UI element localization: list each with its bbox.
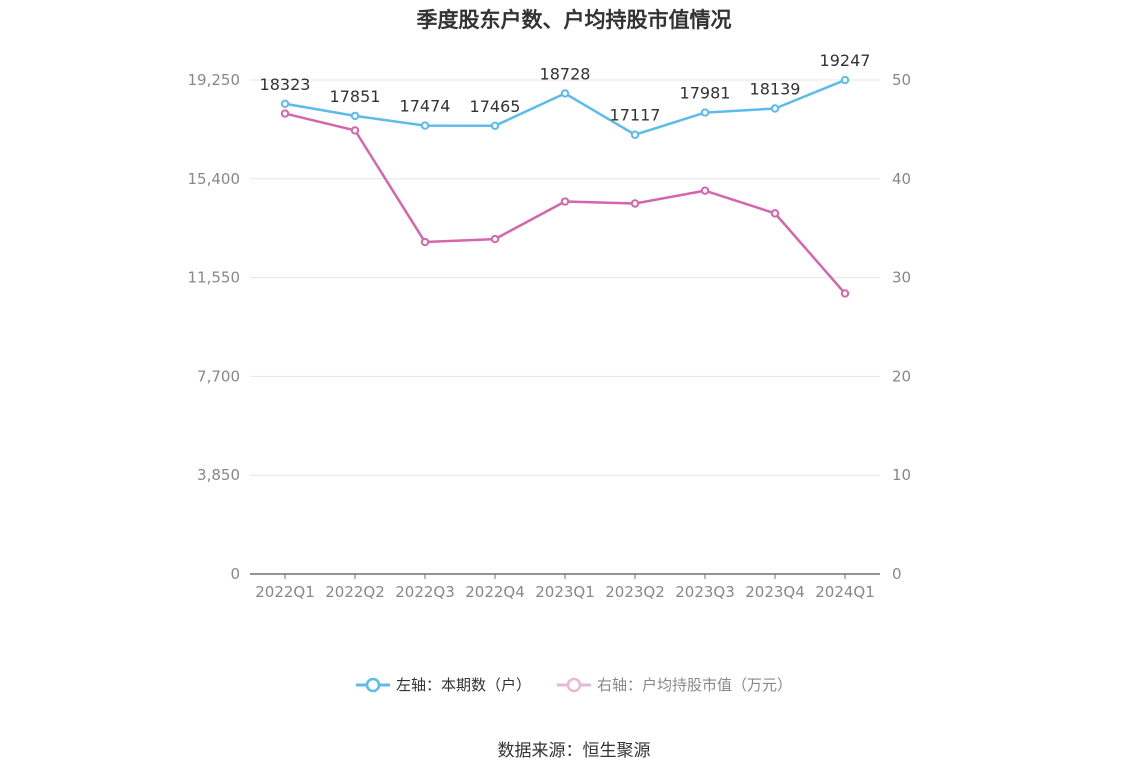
- data-point-0: [630, 130, 640, 139]
- legend-label-avg-value: 右轴：户均持股市值（万元）: [597, 676, 793, 694]
- data-point-0: [770, 104, 780, 113]
- x-axis-tick-label: 2023Q2: [605, 583, 665, 601]
- data-point-1: [420, 237, 430, 247]
- right-axis-tick-label: 40: [892, 170, 911, 188]
- data-label: 17851: [330, 87, 381, 106]
- data-label: 18323: [260, 75, 311, 94]
- left-axis-tick-label: 19,250: [188, 71, 241, 89]
- data-point-1: [350, 126, 360, 135]
- legend: 左轴：本期数（户） 右轴：户均持股市值（万元）: [0, 674, 1148, 695]
- data-label: 18139: [750, 80, 801, 99]
- data-source: 数据来源：恒生聚源: [497, 741, 651, 761]
- left-axis-tick-label: 7,700: [197, 367, 240, 385]
- right-axis-tick-label: 10: [892, 466, 911, 484]
- legend-label-households: 左轴：本期数（户）: [395, 676, 531, 694]
- data-point-0: [350, 111, 360, 121]
- left-axis-tick-label: 0: [230, 565, 240, 583]
- data-point-1: [840, 289, 850, 298]
- x-axis-tick-label: 2022Q3: [395, 583, 455, 601]
- data-point-1: [560, 197, 570, 206]
- data-point-1: [770, 209, 780, 218]
- data-label: 17117: [610, 106, 661, 125]
- chart-title: 季度股东户数、户均持股市值情况: [416, 8, 732, 32]
- data-label: 17981: [680, 84, 731, 103]
- data-label: 19247: [820, 51, 871, 70]
- data-point-0: [490, 121, 500, 131]
- data-label: 17474: [400, 97, 451, 116]
- data-point-0: [560, 89, 570, 98]
- legend-line-icon-blue: [355, 677, 390, 692]
- x-axis-tick-label: 2023Q1: [535, 583, 595, 601]
- legend-line-icon-pink: [557, 677, 591, 692]
- left-axis-tick-label: 3,850: [197, 466, 240, 484]
- left-axis-tick-label: 15,400: [188, 170, 241, 188]
- x-axis-tick-label: 2024Q1: [815, 583, 875, 601]
- right-axis-tick-label: 20: [892, 367, 911, 385]
- data-point-1: [700, 186, 710, 195]
- data-point-1: [280, 109, 290, 118]
- data-point-0: [700, 108, 710, 117]
- data-point-0: [280, 99, 290, 108]
- legend-item-avg-value[interactable]: 右轴：户均持股市值（万元）: [557, 674, 792, 695]
- left-axis-tick-label: 11,550: [188, 269, 241, 287]
- data-point-1: [490, 234, 500, 244]
- x-axis-tick-label: 2022Q1: [255, 583, 315, 601]
- right-axis-tick-label: 0: [892, 565, 902, 583]
- x-axis-tick-label: 2023Q4: [745, 583, 805, 601]
- data-point-0: [840, 75, 850, 85]
- x-axis-tick-label: 2023Q3: [675, 583, 735, 601]
- legend-item-households[interactable]: 左轴：本期数（户）: [355, 674, 531, 695]
- data-label: 18728: [540, 64, 591, 83]
- right-axis-tick-label: 30: [892, 269, 911, 287]
- x-axis-tick-label: 2022Q2: [325, 583, 385, 601]
- x-axis-tick-label: 2022Q4: [465, 583, 525, 601]
- data-point-1: [630, 199, 640, 208]
- right-axis-tick-label: 50: [892, 71, 911, 89]
- data-label: 17465: [470, 97, 521, 116]
- data-point-0: [420, 121, 430, 130]
